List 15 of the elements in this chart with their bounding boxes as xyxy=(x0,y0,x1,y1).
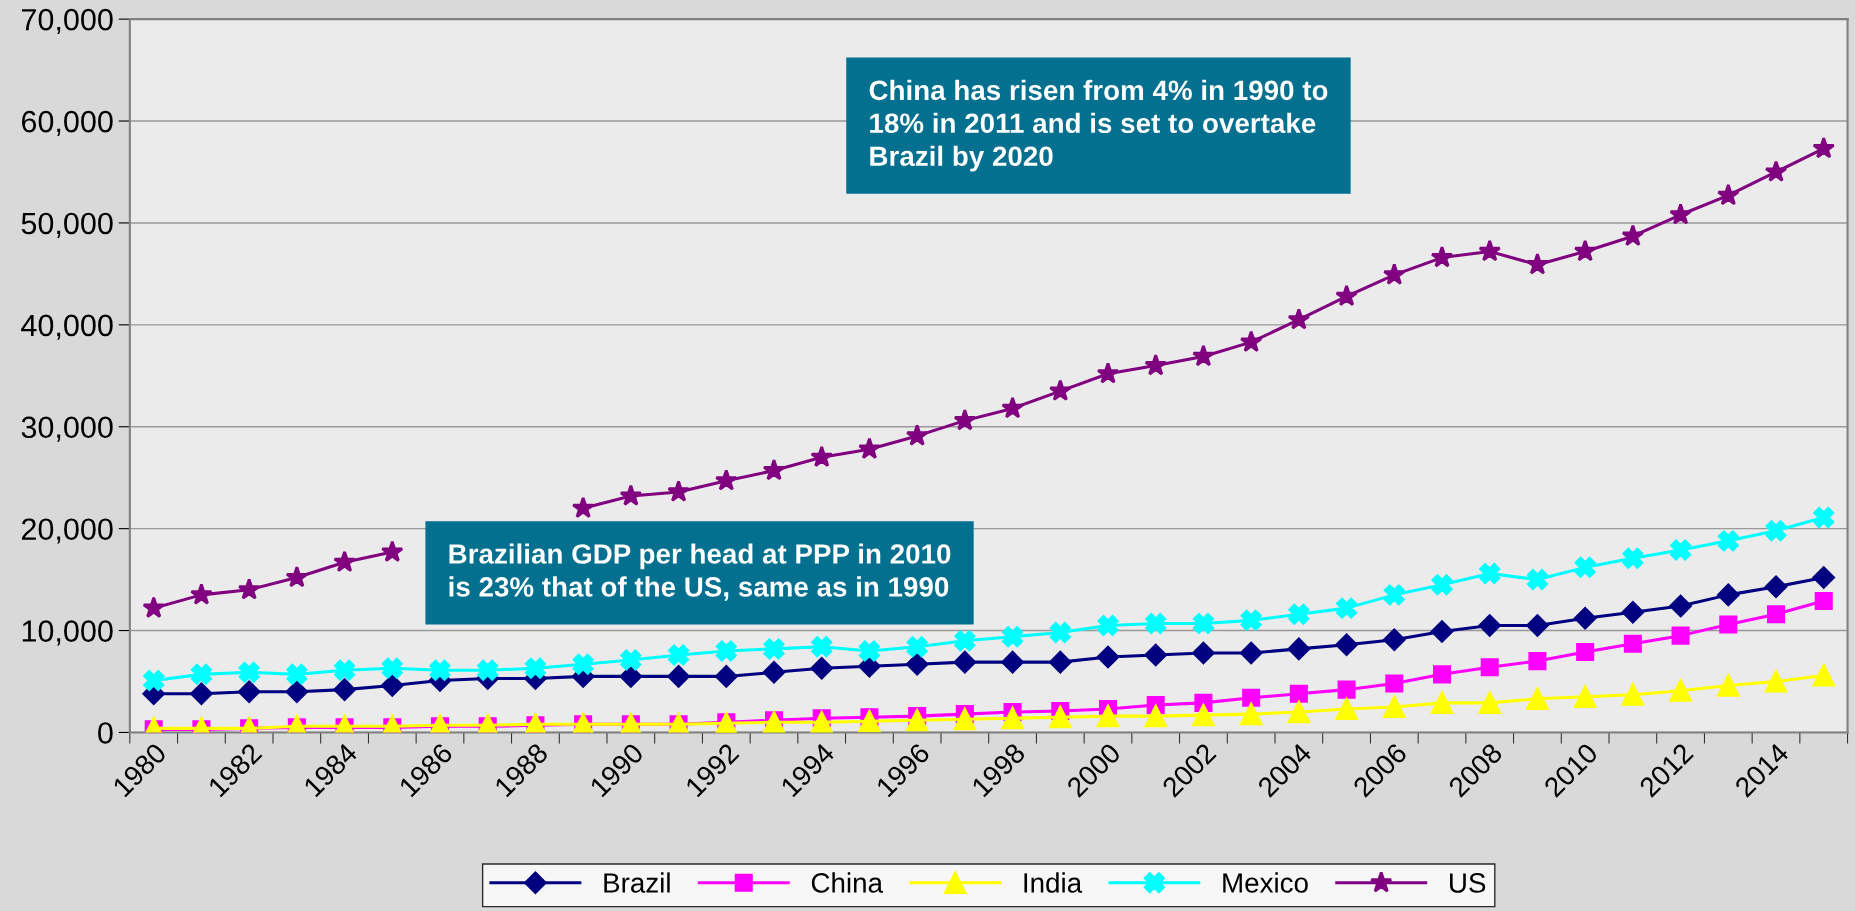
y-tick-label: 0 xyxy=(98,722,113,744)
y-tick-label: 70,000 xyxy=(22,8,113,35)
legend-label: US xyxy=(1450,873,1486,893)
y-tick-label: 20,000 xyxy=(21,518,113,544)
legend-label: Mexico xyxy=(1223,872,1308,893)
y-tick-label: 50,000 xyxy=(21,212,113,238)
y-tick-label: 40,000 xyxy=(21,314,113,340)
y-tick-label: 60,000 xyxy=(21,110,113,137)
legend-label: India xyxy=(1024,872,1083,893)
y-tick-label: 30,000 xyxy=(21,416,113,442)
annotation: Brazilian GDP per head at PPP in 2010 is 23% that of the US, same as in 1990 xyxy=(449,543,951,601)
annotation: China has risen from 4% in 1990 to 18% in 2011 and is set to overtake Brazil by 2020 xyxy=(869,79,1328,172)
legend-label: China xyxy=(811,872,883,893)
y-tick-label: 10,000 xyxy=(22,620,113,646)
legend-label: Brazil xyxy=(604,872,670,893)
